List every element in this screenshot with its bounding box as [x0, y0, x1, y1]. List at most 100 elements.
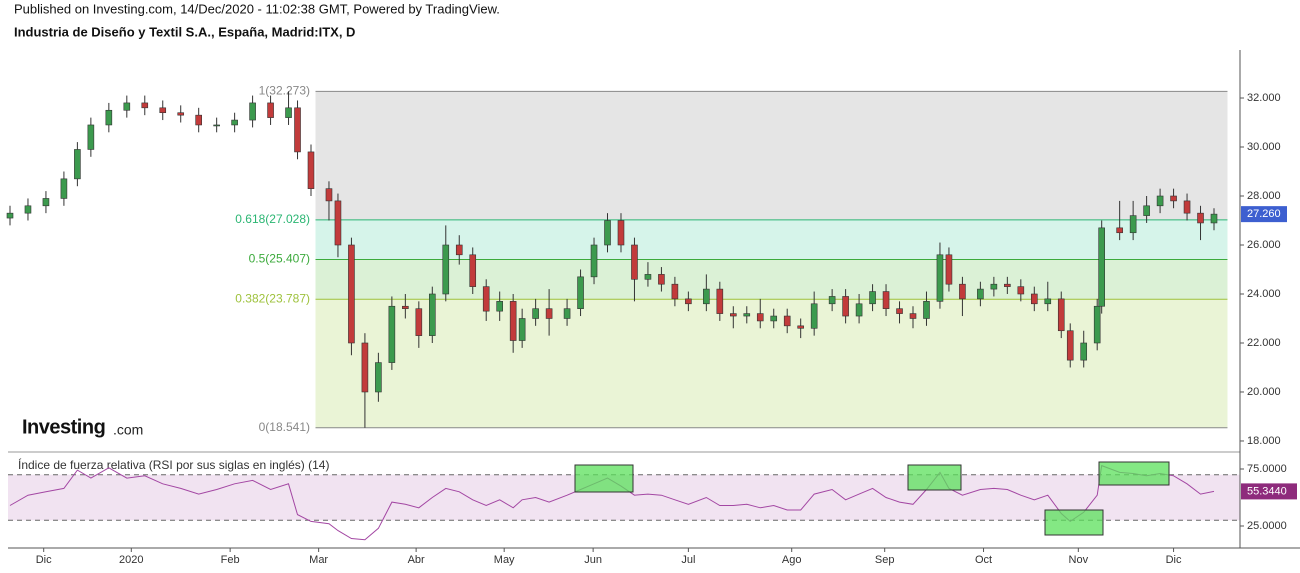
candle-body: [455, 244, 463, 256]
candle-body: [545, 308, 553, 319]
candle-body: [123, 102, 131, 111]
highlight-box: [1098, 461, 1170, 486]
x-tick-label: May: [494, 554, 515, 566]
candle-body: [518, 318, 526, 341]
candle-body: [959, 283, 966, 300]
y-tick-label: 24.000: [1247, 288, 1281, 300]
fib-zone: [315, 219, 1228, 260]
candle-body: [388, 305, 396, 363]
logo-suffix: .com: [113, 422, 143, 438]
x-tick-label: Oct: [975, 554, 992, 566]
candle-body: [936, 254, 944, 302]
candle-body: [334, 200, 342, 246]
highlight-box: [574, 464, 634, 493]
x-tick-label: Jul: [681, 554, 695, 566]
candle-body: [563, 308, 571, 319]
candle-body: [307, 151, 315, 189]
y-tick-label: 75.0000: [1247, 463, 1287, 475]
candle-body: [469, 254, 477, 287]
candle-body: [604, 220, 611, 246]
last-price-label: 27.260: [1247, 208, 1281, 220]
candle-body: [6, 212, 14, 219]
candle-body: [882, 291, 890, 309]
y-tick-label: 28.000: [1247, 190, 1281, 202]
fib-label: 0(18.541): [259, 420, 310, 434]
x-tick-label: Jun: [584, 554, 602, 566]
candle-body: [231, 119, 238, 126]
candle-body: [285, 107, 292, 118]
candle-body: [42, 198, 50, 207]
logo: Investing: [22, 416, 105, 438]
fib-label: 0.618(27.028): [235, 212, 310, 226]
last-price-box: [1241, 206, 1287, 223]
candle-body: [1057, 298, 1065, 332]
candle-body: [402, 305, 409, 309]
candle-body: [415, 308, 423, 336]
candle-body: [1210, 213, 1218, 224]
x-tick-label: Nov: [1069, 554, 1089, 566]
fib-zone: [315, 259, 1228, 300]
candle-body: [703, 288, 710, 305]
candle-body: [496, 301, 503, 312]
candle-body: [855, 303, 863, 317]
candle-body: [644, 274, 652, 280]
candle-body: [977, 288, 984, 300]
candle-body: [743, 313, 751, 317]
candle-body: [797, 325, 804, 329]
candle-body: [1080, 342, 1088, 361]
candle-body: [756, 313, 764, 322]
candle-body: [729, 313, 737, 317]
candle-body: [195, 114, 202, 126]
candle-body: [1197, 212, 1204, 224]
x-tick-label: Dic: [36, 554, 52, 566]
candle-body: [1030, 293, 1038, 305]
candle-body: [74, 149, 81, 180]
last-rsi-box: [1241, 483, 1297, 500]
candle-body: [105, 109, 113, 126]
candle-body: [1066, 330, 1074, 361]
candle-body: [509, 301, 517, 341]
candle-body: [671, 283, 679, 300]
candle-body: [685, 298, 692, 305]
candle-body: [1170, 195, 1177, 202]
rsi-line: [9, 464, 1215, 541]
candle-body: [869, 291, 876, 305]
candle-body: [828, 296, 836, 305]
candle-body: [810, 303, 818, 329]
rsi-title: Índice de fuerza relativa (RSI por sus s…: [18, 457, 329, 472]
candle-body: [267, 102, 274, 118]
candle-body: [896, 308, 903, 314]
candle-body: [532, 308, 539, 319]
x-tick-label: Abr: [408, 554, 425, 566]
candle-body: [1143, 205, 1150, 216]
candle-body: [631, 244, 638, 280]
x-tick-label: Dic: [1166, 554, 1182, 566]
candle-body: [213, 124, 220, 127]
fib-label: 0.5(25.407): [249, 252, 310, 266]
candle-body: [159, 107, 167, 114]
highlight-box: [1044, 509, 1104, 536]
instrument-title: Industria de Diseño y Textil S.A., Españ…: [14, 24, 355, 39]
candle-body: [24, 205, 32, 214]
x-tick-label: Mar: [309, 554, 328, 566]
candle-body: [361, 342, 369, 393]
highlight-box: [907, 464, 962, 491]
candle-body: [577, 276, 584, 309]
candle-body: [590, 244, 598, 278]
candle-body: [428, 293, 436, 336]
candle-body: [783, 315, 791, 327]
published-line: Published on Investing.com, 14/Dec/2020 …: [14, 1, 500, 16]
candle-body: [1044, 298, 1052, 305]
last-rsi-label: 55.3440: [1247, 485, 1287, 497]
candle-body: [87, 124, 95, 150]
candle-body: [60, 178, 68, 199]
x-tick-label: Sep: [875, 554, 895, 566]
x-tick-label: 2020: [119, 554, 143, 566]
candle-body: [1017, 286, 1025, 295]
candle-body: [1129, 215, 1137, 234]
candle-body: [141, 102, 149, 109]
y-tick-label: 18.000: [1247, 435, 1281, 447]
candle-body: [658, 274, 665, 285]
candle-body: [177, 112, 185, 116]
candle-body: [1093, 305, 1101, 344]
